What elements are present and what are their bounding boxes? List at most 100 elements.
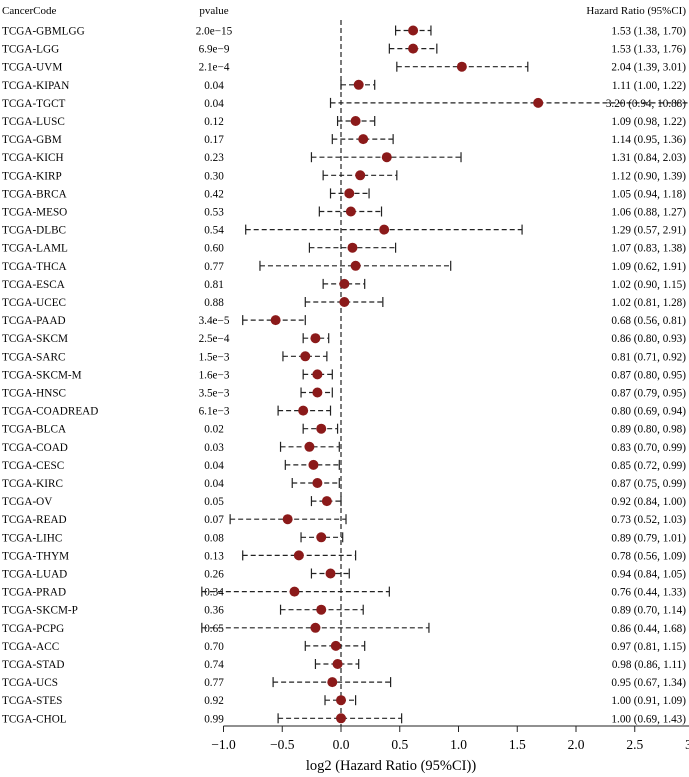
forest-row: TCGA-PCPG 0.65 0.86 (0.44, 1.68) xyxy=(2,622,686,635)
x-tick-label: −1.0 xyxy=(211,737,236,752)
row-pvalue: 0.70 xyxy=(204,641,224,653)
row-hazard-ratio-text: 1.07 (0.83, 1.38) xyxy=(611,243,686,255)
forest-row: TCGA-THYM 0.13 0.78 (0.56, 1.09) xyxy=(2,550,686,562)
row-hazard-ratio-text: 1.53 (1.33, 1.76) xyxy=(611,44,686,56)
forest-row: TCGA-KIRP 0.30 1.12 (0.90, 1.39) xyxy=(2,170,686,182)
forest-row: TCGA-COAD 0.03 0.83 (0.70, 0.99) xyxy=(2,441,686,454)
x-tick-label: 3.0 xyxy=(685,737,689,752)
x-tick-label: 2.0 xyxy=(568,737,585,752)
row-cancer-code: TCGA-LUAD xyxy=(2,569,67,581)
row-pvalue: 6.1e−3 xyxy=(199,406,230,418)
row-cancer-code: TCGA-UVM xyxy=(2,62,62,74)
row-pvalue: 0.53 xyxy=(204,207,224,219)
header-cancer-code: CancerCode xyxy=(2,5,56,17)
row-pvalue: 0.34 xyxy=(204,587,224,599)
row-pvalue: 0.81 xyxy=(204,279,224,291)
row-hazard-ratio-text: 0.73 (0.52, 1.03) xyxy=(611,514,686,526)
x-axis-label: log2 (Hazard Ratio (95%CI)) xyxy=(306,758,476,774)
row-pvalue: 0.12 xyxy=(204,116,224,128)
row-hazard-ratio-text: 0.92 (0.84, 1.00) xyxy=(611,496,686,508)
row-hazard-ratio-text: 0.81 (0.71, 0.92) xyxy=(611,351,686,363)
row-pvalue: 0.07 xyxy=(204,514,224,526)
row-pvalue: 0.13 xyxy=(204,550,224,562)
row-pvalue: 0.60 xyxy=(204,243,224,255)
row-cancer-code: TCGA-MESO xyxy=(2,207,67,219)
row-pvalue: 3.5e−3 xyxy=(199,388,230,400)
hr-point xyxy=(289,586,300,597)
row-pvalue: 0.05 xyxy=(204,496,224,508)
row-hazard-ratio-text: 1.11 (1.00, 1.22) xyxy=(612,80,686,92)
row-pvalue: 1.6e−3 xyxy=(199,369,230,381)
row-cancer-code: TCGA-LIHC xyxy=(2,532,62,544)
forest-row: TCGA-PAAD 3.4e−5 0.68 (0.56, 0.81) xyxy=(2,315,686,327)
hr-point xyxy=(321,496,332,507)
hr-point xyxy=(293,550,304,561)
row-hazard-ratio-text: 0.89 (0.79, 1.01) xyxy=(611,532,686,544)
row-pvalue: 0.04 xyxy=(204,98,224,110)
hr-point xyxy=(347,242,358,253)
forest-row: TCGA-LUSC 0.12 1.09 (0.98, 1.22) xyxy=(2,116,686,128)
hr-point xyxy=(456,61,467,72)
forest-row: TCGA-THCA 0.77 1.09 (0.62, 1.91) xyxy=(2,260,686,273)
forest-row: TCGA-CHOL 0.99 1.00 (0.69, 1.43) xyxy=(2,713,686,725)
forest-row: TCGA-GBMLGG 2.0e−15 1.53 (1.38, 1.70) xyxy=(2,25,686,38)
row-pvalue: 0.88 xyxy=(204,297,224,309)
row-cancer-code: TCGA-KIRP xyxy=(2,170,62,182)
row-hazard-ratio-text: 0.89 (0.70, 1.14) xyxy=(611,605,686,617)
row-pvalue: 0.65 xyxy=(204,623,224,635)
forest-row: TCGA-ACC 0.70 0.97 (0.81, 1.15) xyxy=(2,640,686,653)
row-hazard-ratio-text: 1.53 (1.38, 1.70) xyxy=(611,26,686,38)
forest-row: TCGA-BRCA 0.42 1.05 (0.94, 1.18) xyxy=(2,188,686,200)
row-pvalue: 0.02 xyxy=(204,424,224,436)
forest-row: TCGA-SKCM-M 1.6e−3 0.87 (0.80, 0.95) xyxy=(2,369,686,381)
row-hazard-ratio-text: 1.05 (0.94, 1.18) xyxy=(611,188,686,200)
row-cancer-code: TCGA-COAD xyxy=(2,442,68,454)
row-pvalue: 2.1e−4 xyxy=(199,62,230,74)
row-pvalue: 1.5e−3 xyxy=(199,351,230,363)
row-cancer-code: TCGA-TGCT xyxy=(2,98,66,110)
forest-row: TCGA-TGCT 0.04 3.20 (0.94, 10.88) xyxy=(2,97,689,110)
x-tick-label: 1.0 xyxy=(450,737,467,752)
hr-point xyxy=(345,206,356,217)
row-hazard-ratio-text: 0.80 (0.69, 0.94) xyxy=(611,406,686,418)
row-cancer-code: TCGA-KIRC xyxy=(2,478,63,490)
row-cancer-code: TCGA-READ xyxy=(2,514,67,526)
row-pvalue: 2.5e−4 xyxy=(199,333,230,345)
row-hazard-ratio-text: 0.97 (0.81, 1.15) xyxy=(611,641,686,653)
forest-row: TCGA-PRAD 0.34 0.76 (0.44, 1.33) xyxy=(2,586,686,599)
row-pvalue: 6.9e−9 xyxy=(199,44,230,56)
forest-row: TCGA-OV 0.05 0.92 (0.84, 1.00) xyxy=(2,496,686,508)
forest-row: TCGA-STAD 0.74 0.98 (0.86, 1.11) xyxy=(2,659,686,671)
forest-row: TCGA-DLBC 0.54 1.29 (0.57, 2.91) xyxy=(2,224,686,237)
header-hazard-ratio: Hazard Ratio (95%CI) xyxy=(586,5,686,17)
row-cancer-code: TCGA-LUSC xyxy=(2,116,65,128)
forest-row: TCGA-UVM 2.1e−4 2.04 (1.39, 3.01) xyxy=(2,61,686,74)
hr-point xyxy=(330,640,341,651)
row-pvalue: 0.04 xyxy=(204,478,224,490)
hr-point xyxy=(358,134,369,145)
hr-point xyxy=(270,315,281,326)
row-cancer-code: TCGA-SKCM-M xyxy=(2,369,82,381)
row-cancer-code: TCGA-THYM xyxy=(2,550,69,562)
row-cancer-code: TCGA-THCA xyxy=(2,261,67,273)
row-hazard-ratio-text: 0.87 (0.80, 0.95) xyxy=(611,369,686,381)
row-pvalue: 0.23 xyxy=(204,152,224,164)
hr-point xyxy=(408,43,419,54)
row-pvalue: 0.77 xyxy=(204,261,224,273)
hr-point xyxy=(350,116,361,126)
row-hazard-ratio-text: 1.09 (0.98, 1.22) xyxy=(611,116,686,128)
forest-row: TCGA-LIHC 0.08 0.89 (0.79, 1.01) xyxy=(2,532,686,544)
forest-row: TCGA-KICH 0.23 1.31 (0.84, 2.03) xyxy=(2,152,686,164)
hr-point xyxy=(379,224,390,235)
forest-row: TCGA-KIPAN 0.04 1.11 (1.00, 1.22) xyxy=(2,79,686,92)
row-cancer-code: TCGA-KICH xyxy=(2,152,64,164)
row-hazard-ratio-text: 0.87 (0.75, 0.99) xyxy=(611,478,686,490)
hr-point xyxy=(332,659,343,669)
hr-point xyxy=(312,369,323,380)
row-pvalue: 0.92 xyxy=(204,695,224,707)
x-tick-label: 0.0 xyxy=(333,737,350,752)
hr-point xyxy=(381,152,392,163)
hr-point xyxy=(336,713,346,724)
hr-point xyxy=(316,423,327,434)
